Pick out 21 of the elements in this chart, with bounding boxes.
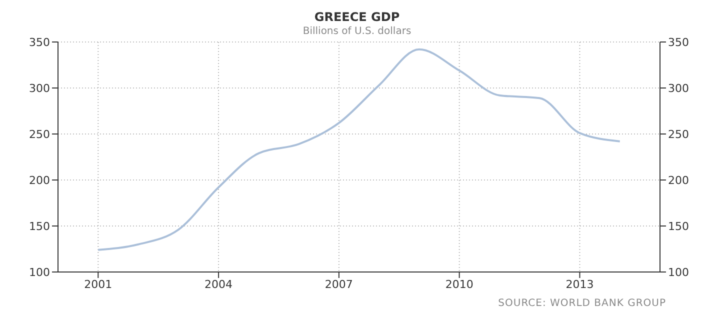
x-tick-label: 2007	[324, 278, 353, 291]
y2-tick-label: 100	[668, 266, 689, 279]
x-tick-label: 2010	[445, 278, 474, 291]
y-tick-label: 350	[29, 36, 50, 49]
y2-tick-label: 300	[668, 82, 689, 95]
x-tick-label: 2004	[204, 278, 233, 291]
y-tick-label: 300	[29, 82, 50, 95]
chart-title: GREECE GDP	[313, 10, 401, 24]
y-tick-label: 100	[29, 266, 50, 279]
chart-subtitle: Billions of U.S. dollars	[302, 26, 412, 37]
y2-tick-label: 150	[668, 220, 689, 233]
y-tick-label: 250	[29, 128, 50, 141]
x-tick-label: 2001	[84, 278, 112, 291]
source-note: SOURCE: WORLD BANK GROUP	[498, 298, 666, 309]
y2-tick-label: 200	[668, 174, 689, 187]
line-series	[97, 48, 621, 251]
x-tick-label: 2013	[566, 278, 594, 291]
y2-tick-label: 350	[668, 36, 689, 49]
y-tick-label: 150	[29, 220, 50, 233]
y-tick-label: 200	[29, 174, 50, 187]
y2-tick-label: 250	[668, 128, 689, 141]
